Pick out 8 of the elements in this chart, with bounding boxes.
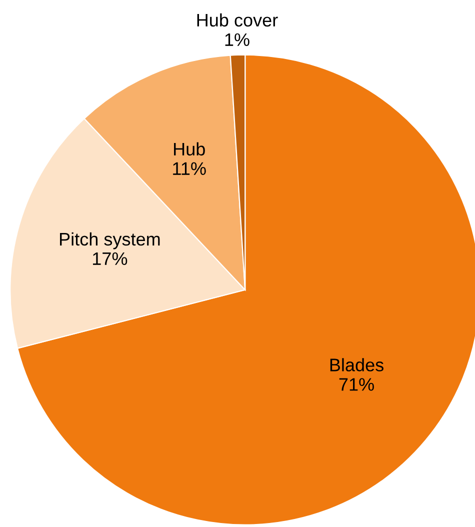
slice-label: Pitch system (60, 232, 160, 250)
data-label: 17% (93, 252, 128, 266)
data-label: 11% (173, 162, 206, 175)
data-label: 1% (225, 33, 250, 46)
slice-label: Blades (330, 358, 384, 372)
slice-label: Hub (174, 142, 205, 156)
slice-label: Hub cover (197, 13, 278, 27)
data-label: 71% (339, 378, 374, 391)
